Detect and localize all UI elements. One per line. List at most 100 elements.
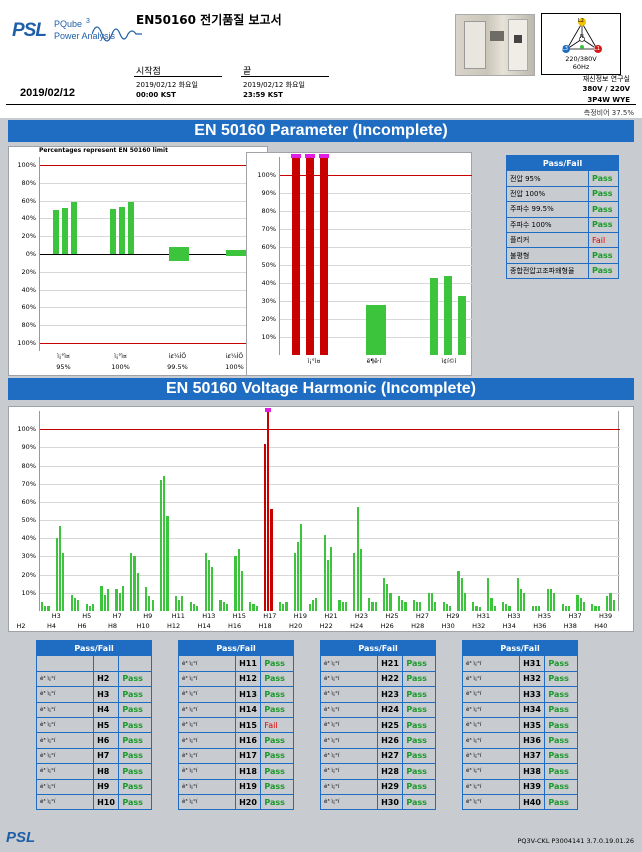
chart2-gridline — [280, 283, 472, 284]
chart3-bar — [460, 578, 463, 611]
chart1-ytick-label: 80% — [21, 321, 36, 330]
harmonic-name: ê³ ì¡°í — [319, 747, 379, 765]
chart1-bar — [70, 202, 77, 254]
chart2-bar — [444, 275, 452, 355]
chart2-bar — [306, 157, 314, 355]
harmonic-table-header: Pass/Fail — [36, 639, 152, 657]
harmonic-order: H4 — [93, 701, 120, 718]
harmonic-order: H2 — [93, 670, 120, 688]
chart3-xtick-label-top: H39 — [598, 612, 613, 620]
harmonic-order: H16 — [235, 732, 262, 749]
chart3-xtick-label-bottom: H30 — [441, 622, 455, 630]
chart3-bar — [505, 603, 508, 611]
chart1-gridline — [40, 254, 268, 255]
harmonic-table: Pass/Fail ê³ ì¡°í H31 Pass ê³ ì¡°í H32 Pass ê³ … — [461, 639, 578, 811]
chart1-bar — [61, 207, 68, 254]
chart3-bar — [255, 605, 258, 611]
harmonic-passfail-table: Pass/Fail ê³ ì¡°í H2 Pass ê³ ì¡°í H3 Pass ê³ ì¡… — [35, 639, 152, 811]
harmonic-order: H14 — [235, 701, 262, 718]
harmonic-name: ê³ ì¡°í — [461, 747, 521, 765]
chart3-bar — [475, 605, 478, 611]
chart3-xtick-label-bottom: H10 — [136, 622, 150, 630]
chart1-bar — [109, 208, 116, 254]
harmonic-result: Pass — [118, 701, 152, 718]
chart3-bar — [297, 541, 300, 611]
harmonic-result: Pass — [402, 793, 436, 811]
harmonic-name: ê³ ì¡°í — [35, 732, 95, 749]
header-divider — [6, 104, 636, 105]
chart3-bar — [389, 592, 392, 611]
chart3-bar — [174, 596, 178, 611]
harmonic-table-row: ê³ ì¡°í H5 Pass — [35, 716, 152, 734]
chart3-bar — [308, 603, 311, 611]
chart3-bar — [282, 603, 285, 611]
chart3-bar — [323, 534, 326, 611]
chart3-bar — [44, 605, 47, 611]
chart-voltage-harmonics: 100% 90% 80% 70% 60% 50% 40% 30% 20% 10% H3 H5 H7 H9… — [8, 406, 634, 632]
chart3-bar — [442, 601, 445, 611]
psl-logo: PSL PQube 3 Power Analysis — [12, 18, 142, 46]
logo-subtitle: Power Analysis — [54, 31, 116, 41]
harmonic-name: ê³ ì¡°í — [461, 732, 521, 749]
harmonic-name: ê³ ì¡°í — [319, 778, 379, 795]
chart3-bar — [520, 589, 523, 611]
param-name: 종합전압고조파왜형율 — [506, 262, 589, 280]
harmonic-name: ê³ ì¡°í — [461, 793, 521, 811]
chart1-ytick-label: 60% — [21, 196, 36, 205]
harmonic-table-row: ê³ ì¡°í H10 Pass — [35, 793, 152, 811]
harmonic-order: H5 — [93, 716, 120, 734]
harmonic-name: ê³ ì¡°í — [319, 793, 379, 811]
chart3-xtick-label-bottom: H4 — [47, 622, 57, 630]
chart3-bar — [386, 583, 389, 611]
chart2-gridline — [280, 265, 472, 266]
harmonic-table-row: ê³ ì¡°í H29 Pass — [319, 778, 436, 795]
chart3-bar — [579, 598, 582, 611]
chart1-xtick-label: iȼ¼ÌÖ — [168, 353, 187, 360]
harmonic-table-row: ê³ ì¡°í H28 Pass — [319, 763, 436, 780]
chart2-gridline — [280, 247, 472, 248]
chart3-bar — [523, 592, 526, 611]
chart3-xtick-label-bottom: H8 — [108, 622, 118, 630]
harmonic-result: Pass — [402, 655, 436, 672]
harmonic-name: ê³ ì¡°í — [461, 701, 521, 718]
harmonic-table-row: ê³ ì¡°í H7 Pass — [35, 747, 152, 765]
chart3-bar — [293, 552, 296, 611]
chart3-bar — [371, 601, 374, 611]
chart1-ytick-label: 60% — [21, 303, 36, 312]
harmonic-order: H7 — [93, 747, 120, 765]
harmonic-table: Pass/Fail ê³ ì¡°í H11 Pass ê³ ì¡°í H12 Pass ê³ … — [177, 639, 294, 811]
harmonic-result: Pass — [118, 747, 152, 765]
chart3-bar — [136, 572, 139, 611]
chart3-bar — [62, 552, 65, 611]
chart3-bar — [591, 603, 594, 611]
chart1-gridline — [40, 218, 268, 220]
harmonic-result: Pass — [118, 793, 152, 811]
section2-title: EN 50160 Voltage Harmonic (Incomplete) — [8, 378, 634, 400]
harmonic-result: Pass — [544, 747, 578, 765]
harmonic-order: H30 — [377, 793, 404, 811]
chart3-xtick-label-top: H29 — [446, 612, 460, 620]
chart3-ytick-label: 30% — [21, 552, 36, 561]
chart3-bar — [564, 605, 567, 611]
chart3-bar — [502, 601, 505, 611]
chart3-xtick-label-top: H19 — [293, 612, 307, 620]
chart3-xtick-label-top: H9 — [143, 612, 153, 620]
harmonic-order: H35 — [519, 716, 546, 734]
harmonic-table-row: ê³ ì¡°í H36 Pass — [461, 732, 578, 749]
chart3-bar — [397, 596, 401, 611]
chart3-xtick-label-bottom: H38 — [563, 622, 577, 630]
chart3-xtick-label-top: H35 — [537, 612, 552, 620]
chart2-gridline — [280, 175, 472, 176]
start-date: 2019/02/12 화요일 — [136, 81, 198, 89]
chart1-xtick-sublabel: 99.5% — [167, 363, 188, 371]
chart2-bar — [320, 157, 328, 355]
chart3-bar — [383, 578, 386, 611]
harmonic-name: ê³ ì¡°í — [461, 670, 521, 688]
chart3-bar — [549, 589, 553, 611]
harmonic-result: Pass — [260, 701, 294, 718]
footer: PSL PQ3V-CKL P3004141 3.7.0.19.01.26 — [0, 828, 642, 852]
chart3-bar — [534, 605, 538, 611]
harmonic-order: H21 — [377, 655, 404, 672]
chart3-bar — [341, 601, 344, 611]
harmonic-passfail-tables: Pass/Fail ê³ ì¡°í H2 Pass ê³ ì¡°í H3 Pass ê³ ì¡… — [35, 639, 616, 811]
